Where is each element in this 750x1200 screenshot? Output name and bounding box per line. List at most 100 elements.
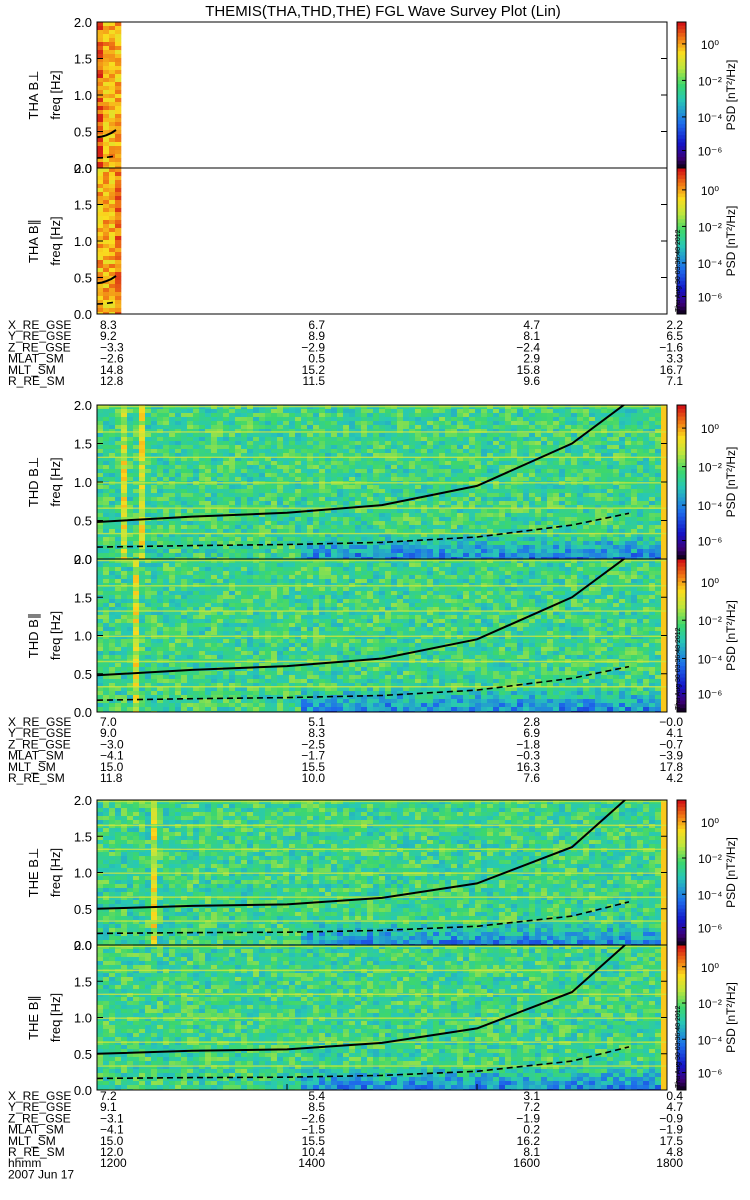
spectrogram-cell	[157, 683, 164, 688]
spectrogram-cell	[475, 437, 482, 442]
spectrogram-cell	[229, 417, 236, 422]
spectrogram-cell	[253, 509, 260, 514]
spectrogram-cell	[523, 525, 530, 530]
spectrogram-cell	[271, 557, 278, 559]
spectrogram-cell	[403, 469, 410, 474]
colorbar-segment	[677, 222, 686, 227]
spectrogram-cell	[193, 595, 200, 600]
spectrogram-cell	[277, 533, 284, 538]
spectrogram-cell	[373, 441, 380, 446]
spectrogram-cell	[463, 453, 470, 458]
spectrogram-cell	[511, 517, 518, 522]
spectrogram-cell	[661, 553, 667, 558]
spectrogram-cell	[619, 533, 626, 538]
spectrogram-cell	[181, 635, 188, 640]
spectrogram-cell	[553, 545, 560, 550]
spectrogram-cell	[319, 449, 326, 454]
spectrogram-cell	[289, 433, 296, 438]
spectrogram-cell	[331, 501, 338, 506]
spectrogram-cell	[421, 441, 428, 446]
spectrogram-cell	[451, 425, 458, 430]
spectrogram-cell	[427, 437, 434, 442]
spectrogram-cell	[295, 489, 302, 494]
spectrogram-cell	[391, 497, 398, 502]
spectrogram-cell	[517, 449, 524, 454]
spectrogram-cell	[103, 587, 110, 592]
spectrogram-cell	[283, 453, 290, 458]
spectrogram-cell	[457, 541, 464, 546]
spectrogram-cell	[157, 691, 164, 696]
spectrogram-cell	[367, 497, 374, 502]
spectrogram-cell	[457, 473, 464, 478]
spectrogram-cell	[571, 485, 578, 490]
spectrogram-cell	[205, 599, 212, 604]
spectrogram-cell	[109, 110, 116, 115]
spectrogram-cell	[199, 695, 206, 700]
spectrogram-cell	[559, 413, 566, 418]
spectrogram-cell	[559, 537, 566, 542]
spectrogram-cell	[589, 517, 596, 522]
spectrogram-cell	[559, 521, 566, 526]
spectrogram-cell	[571, 425, 578, 430]
spectrogram-cell	[139, 553, 146, 558]
spectrogram-cell	[133, 417, 140, 422]
spectrogram-cell	[511, 465, 518, 470]
spectrogram-cell	[655, 413, 662, 418]
spectrogram-cell	[127, 607, 134, 612]
spectrogram-cell	[151, 501, 158, 506]
spectrogram-cell	[553, 425, 560, 430]
spectrogram-cell	[343, 549, 350, 554]
colorbar-label: PSD [nT²/Hz]	[724, 447, 738, 518]
spectrogram-cell	[187, 433, 194, 438]
spectrogram-cell	[217, 429, 224, 434]
spectrogram-cell	[211, 509, 218, 514]
spectrogram-cell	[259, 549, 266, 554]
spectrogram-cell	[247, 461, 254, 466]
spectrogram-cell	[163, 505, 170, 510]
spectrogram-cell	[625, 537, 632, 542]
spectrogram-cell	[457, 509, 464, 514]
spectrogram-cell	[265, 409, 272, 414]
spectrogram-cell	[643, 505, 650, 510]
spectrogram-cell	[619, 517, 626, 522]
spectrogram-cell	[451, 417, 458, 422]
spectrogram-cell	[349, 477, 356, 482]
spectrogram-cell	[481, 557, 488, 559]
spectrogram-cell	[223, 505, 230, 510]
spectrogram-cell	[343, 465, 350, 470]
spectrogram-cell	[139, 615, 146, 620]
spectrogram-cell	[493, 533, 500, 538]
spectrogram-cell	[589, 497, 596, 502]
spectrogram-cell	[265, 525, 272, 530]
spectrogram-cell	[115, 284, 122, 289]
colorbar-segment	[677, 435, 686, 441]
spectrogram-cell	[169, 549, 176, 554]
spectrogram-cell	[139, 441, 146, 446]
spectrogram-cell	[295, 417, 302, 422]
spectrogram-cell	[175, 545, 182, 550]
spectrogram-cell	[109, 453, 116, 458]
spectrogram-cell	[265, 473, 272, 478]
spectrogram-cell	[577, 429, 584, 434]
spectrogram-cell	[649, 437, 656, 442]
spectrogram-cell	[115, 591, 122, 596]
spectrogram-cell	[487, 453, 494, 458]
spectrogram-cell	[157, 485, 164, 490]
spectrogram-cell	[235, 517, 242, 522]
spectrogram-cell	[181, 667, 188, 672]
spectrogram-cell	[121, 433, 128, 438]
spectrogram-cell	[337, 465, 344, 470]
spectrogram-cell	[241, 421, 248, 426]
spectrogram-cell	[121, 449, 128, 454]
spectrogram-cell	[343, 533, 350, 538]
spectrogram-cell	[337, 433, 344, 438]
spectrogram-cell	[229, 489, 236, 494]
spectrogram-cell	[655, 485, 662, 490]
spectrogram-cell	[355, 413, 362, 418]
spectrogram-cell	[199, 587, 206, 592]
spectrogram-cell	[223, 409, 230, 414]
spectrogram-cell	[379, 441, 386, 446]
spectrogram-cell	[433, 549, 440, 554]
spectrogram-cell	[277, 493, 284, 498]
spectrogram-cell	[103, 264, 110, 269]
